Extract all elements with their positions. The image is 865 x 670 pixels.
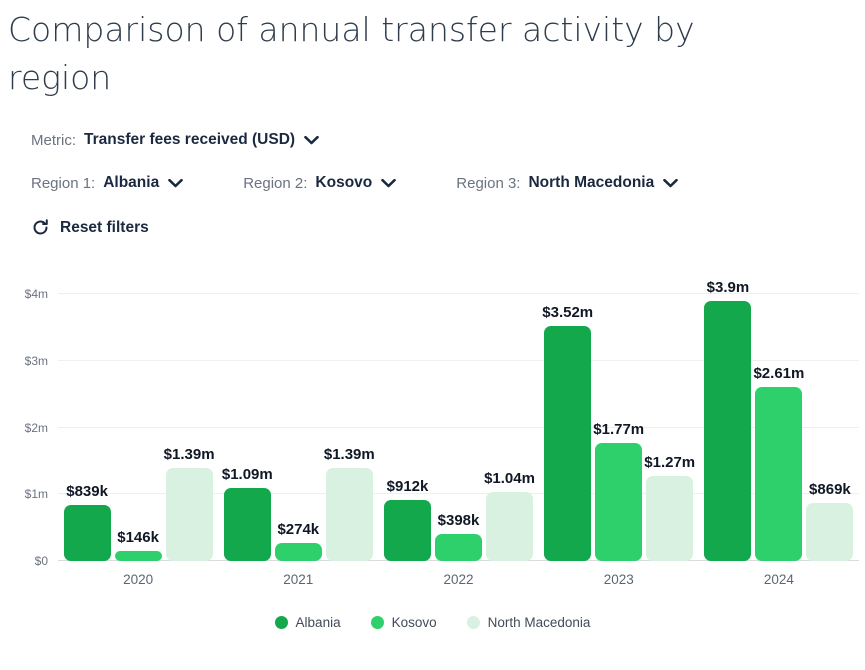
y-axis-tick-label: $1m: [24, 487, 48, 502]
bar-north-macedonia-2022[interactable]: $1.04m: [484, 470, 535, 562]
gridline: [58, 493, 859, 495]
bar-value-label: $274k: [277, 520, 320, 538]
bar-value-label: $3.52m: [542, 304, 594, 322]
metric-label: Metric:: [31, 131, 76, 149]
filters-panel: Metric: Transfer fees received (USD) Reg…: [31, 131, 865, 237]
bar-value-label: $912k: [386, 478, 429, 496]
refresh-icon: [31, 218, 50, 237]
bar-albania-2024[interactable]: $3.9m: [704, 279, 752, 562]
chevron-down-icon: [663, 178, 679, 188]
bar-value-label: $1.27m: [644, 454, 696, 472]
bar-group-2023: $3.52m $1.77m $1.27m: [539, 263, 699, 562]
bar-kosovo-2024[interactable]: $2.61m: [753, 365, 804, 562]
chart-plot-area: $0 $1m $2m $3m $4m $839k $146k $1.39m $1.09m $274…: [25, 263, 859, 568]
legend-label: North Macedonia: [487, 615, 591, 631]
gridline: [58, 359, 859, 361]
legend-dot-icon: [466, 616, 480, 630]
bar-value-label: $398k: [437, 512, 480, 530]
region-3-dropdown[interactable]: Region 3: North Macedonia: [456, 174, 679, 192]
bar-value-label: $1.77m: [593, 420, 645, 438]
bar-north-macedonia-2021[interactable]: $1.39m: [324, 446, 375, 562]
region-3-value: North Macedonia: [528, 174, 655, 192]
chart-legend: Albania Kosovo North Macedonia: [0, 615, 865, 630]
region-2-value: Kosovo: [315, 174, 373, 192]
legend-item-albania[interactable]: Albania: [274, 615, 341, 631]
metric-value: Transfer fees received (USD): [84, 131, 296, 149]
gridline: [58, 426, 859, 428]
x-axis-label-2020: 2020: [123, 572, 154, 588]
bar-albania-2021[interactable]: $1.09m: [222, 466, 273, 562]
region-1-dropdown[interactable]: Region 1: Albania: [31, 174, 184, 192]
x-axis-label-2021: 2021: [283, 572, 314, 588]
bar-kosovo-2021[interactable]: $274k: [274, 521, 322, 562]
bar-kosovo-2022[interactable]: $398k: [435, 512, 482, 562]
x-axis-label-2024: 2024: [763, 572, 794, 588]
y-axis-tick-label: $0: [34, 554, 48, 569]
y-axis-tick-label: $2m: [24, 420, 48, 435]
legend-dot-icon: [274, 616, 288, 630]
chevron-down-icon: [168, 178, 184, 188]
x-axis-label-2023: 2023: [603, 572, 634, 588]
bar-kosovo-2023[interactable]: $1.77m: [593, 421, 644, 562]
transfer-activity-dashboard: Comparison of annual transfer activity b…: [0, 6, 865, 670]
bar-group-2024: $3.9m $2.61m $869k: [699, 263, 859, 562]
legend-item-north-macedonia[interactable]: North Macedonia: [466, 615, 591, 631]
bar-north-macedonia-2023[interactable]: $1.27m: [644, 454, 695, 562]
bar-albania-2022[interactable]: $912k: [384, 478, 431, 562]
region-3-label: Region 3:: [456, 174, 521, 192]
bar-chart: $0 $1m $2m $3m $4m $839k $146k $1.39m $1.09m $274…: [0, 263, 865, 599]
gridline: [58, 293, 859, 295]
chevron-down-icon: [381, 178, 397, 188]
legend-label: Albania: [295, 615, 341, 631]
bar-value-label: $1.04m: [484, 469, 535, 487]
region-2-label: Region 2:: [243, 174, 308, 192]
bar-value-label: $1.09m: [221, 466, 273, 484]
y-axis-tick-label: $4m: [24, 287, 48, 302]
bar-value-label: $1.39m: [323, 446, 375, 464]
bar-group-2022: $912k $398k $1.04m: [378, 263, 538, 562]
bar-value-label: $839k: [66, 483, 108, 501]
bar-north-macedonia-2024[interactable]: $869k: [806, 481, 854, 562]
metric-dropdown[interactable]: Metric: Transfer fees received (USD): [31, 131, 319, 149]
legend-label: Kosovo: [391, 615, 437, 631]
bar-albania-2020[interactable]: $839k: [63, 483, 111, 562]
x-axis: 2020 2021 2022 2023 2024: [58, 572, 859, 587]
bar-group-2021: $1.09m $274k $1.39m: [218, 263, 378, 562]
bar-value-label: $869k: [809, 481, 851, 499]
legend-dot-icon: [370, 616, 384, 630]
bar-north-macedonia-2020[interactable]: $1.39m: [164, 446, 215, 562]
bar-value-label: $1.39m: [163, 446, 215, 464]
bar-group-2020: $839k $146k $1.39m: [58, 263, 218, 562]
region-1-label: Region 1:: [31, 174, 96, 192]
bar-kosovo-2020[interactable]: $146k: [114, 529, 162, 562]
page-title: Comparison of annual transfer activity b…: [8, 10, 695, 97]
legend-item-kosovo[interactable]: Kosovo: [370, 615, 437, 631]
region-2-dropdown[interactable]: Region 2: Kosovo: [243, 174, 397, 192]
y-axis-tick-label: $3m: [24, 353, 48, 368]
bar-value-label: $146k: [117, 529, 159, 547]
bar-value-label: $3.9m: [706, 278, 750, 296]
bar-groups: $839k $146k $1.39m $1.09m $274k $1.39m $912k $3…: [58, 263, 859, 562]
region-1-value: Albania: [103, 174, 160, 192]
chevron-down-icon: [304, 135, 319, 145]
x-axis-label-2022: 2022: [443, 572, 474, 588]
reset-filters-label: Reset filters: [60, 218, 149, 236]
reset-filters-button[interactable]: Reset filters: [31, 218, 149, 237]
bar-albania-2023[interactable]: $3.52m: [542, 304, 593, 562]
bar-value-label: $2.61m: [753, 364, 805, 382]
